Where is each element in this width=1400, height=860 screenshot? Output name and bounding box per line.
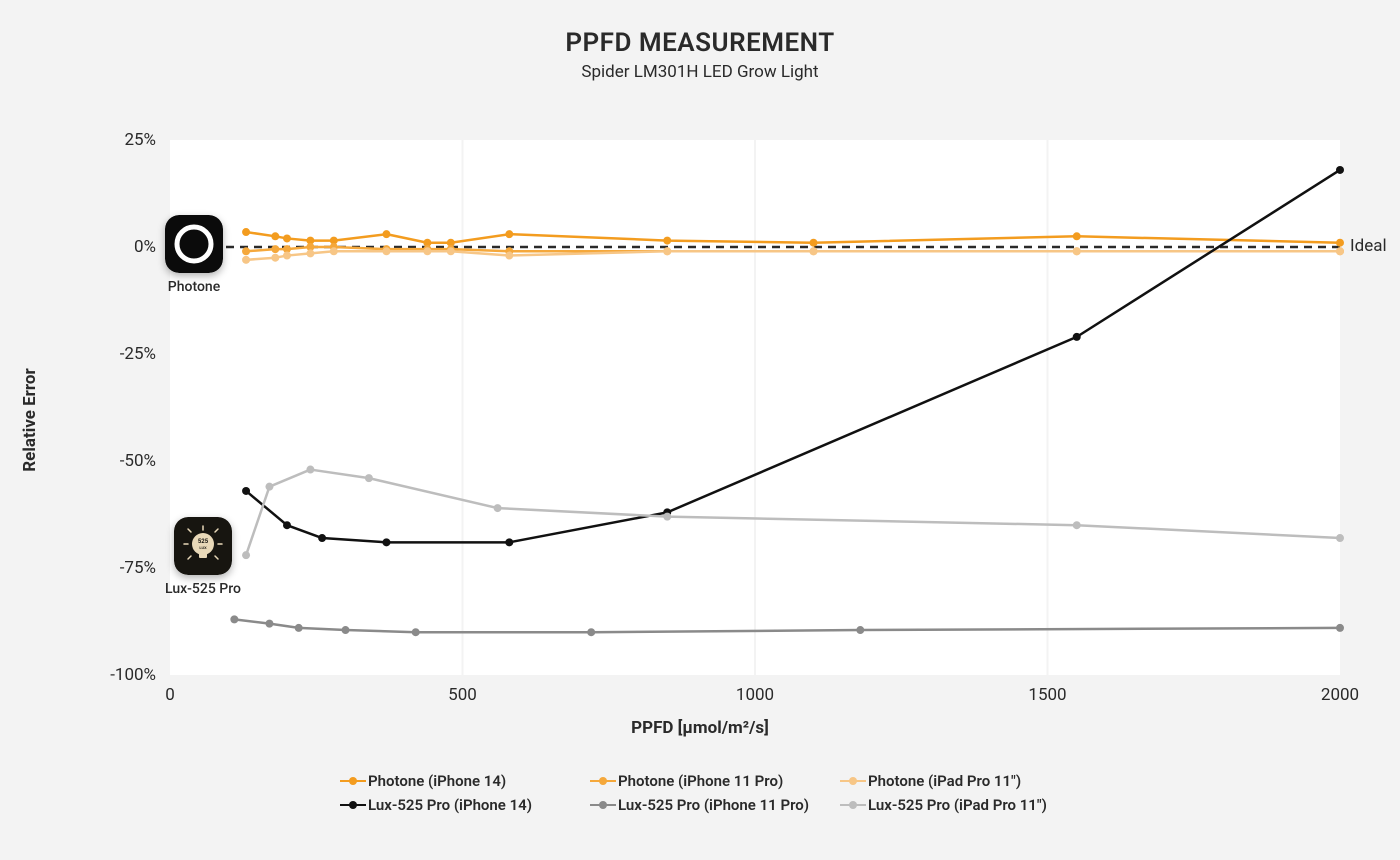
x-tick-label: 2000 <box>1321 685 1359 705</box>
chart-container: PPFD MEASUREMENT Spider LM301H LED Grow … <box>0 0 1400 860</box>
legend-swatch <box>840 775 866 787</box>
x-tick-label: 500 <box>448 685 477 705</box>
legend-swatch <box>340 775 366 787</box>
legend-label: Photone (iPhone 14) <box>368 772 506 790</box>
legend-row: Lux-525 Pro (iPhone 14) Lux-525 Pro (iPho… <box>340 796 1060 814</box>
y-tick-label: -75% <box>120 558 156 578</box>
legend-swatch <box>590 775 616 787</box>
legend-label: Photone (iPhone 11 Pro) <box>618 772 783 790</box>
photone-app-icon: Photone <box>165 215 223 295</box>
y-tick-label: 0% <box>134 237 156 257</box>
legend-label: Lux-525 Pro (iPad Pro 11") <box>868 796 1047 814</box>
lux525-app-icon: 525 LUX Lux-525 Pro <box>165 517 241 597</box>
chart-svg <box>0 0 1400 740</box>
ideal-label: Ideal <box>1350 236 1387 256</box>
y-tick-label: -100% <box>110 665 156 685</box>
y-tick-label: 25% <box>124 130 156 150</box>
legend-swatch <box>340 799 366 811</box>
y-tick-label: -50% <box>120 451 156 471</box>
photone-icon-svg <box>165 215 223 273</box>
x-tick-label: 1500 <box>1028 685 1066 705</box>
legend-row: Photone (iPhone 14) Photone (iPhone 11 Pr… <box>340 772 1060 790</box>
x-axis-title: PPFD [μmol/m²/s] <box>0 718 1400 738</box>
legend-item: Photone (iPad Pro 11") <box>840 772 1060 790</box>
lux525-icon-svg: 525 LUX <box>174 517 232 575</box>
legend-item: Photone (iPhone 11 Pro) <box>590 772 810 790</box>
svg-text:LUX: LUX <box>199 545 207 550</box>
legend-swatch <box>590 799 616 811</box>
x-tick-label: 0 <box>165 685 175 705</box>
legend: Photone (iPhone 14) Photone (iPhone 11 Pr… <box>0 772 1400 814</box>
legend-swatch <box>840 799 866 811</box>
legend-item: Lux-525 Pro (iPhone 11 Pro) <box>590 796 810 814</box>
svg-text:525: 525 <box>198 538 209 545</box>
photone-icon-label: Photone <box>168 279 220 295</box>
legend-item: Lux-525 Pro (iPhone 14) <box>340 796 560 814</box>
legend-label: Lux-525 Pro (iPhone 14) <box>368 796 532 814</box>
y-tick-label: -25% <box>120 344 156 364</box>
legend-item: Photone (iPhone 14) <box>340 772 560 790</box>
legend-label: Lux-525 Pro (iPhone 11 Pro) <box>618 796 809 814</box>
x-tick-label: 1000 <box>736 685 774 705</box>
legend-item: Lux-525 Pro (iPad Pro 11") <box>840 796 1060 814</box>
lux525-icon-label: Lux-525 Pro <box>165 581 241 597</box>
legend-label: Photone (iPad Pro 11") <box>868 772 1021 790</box>
